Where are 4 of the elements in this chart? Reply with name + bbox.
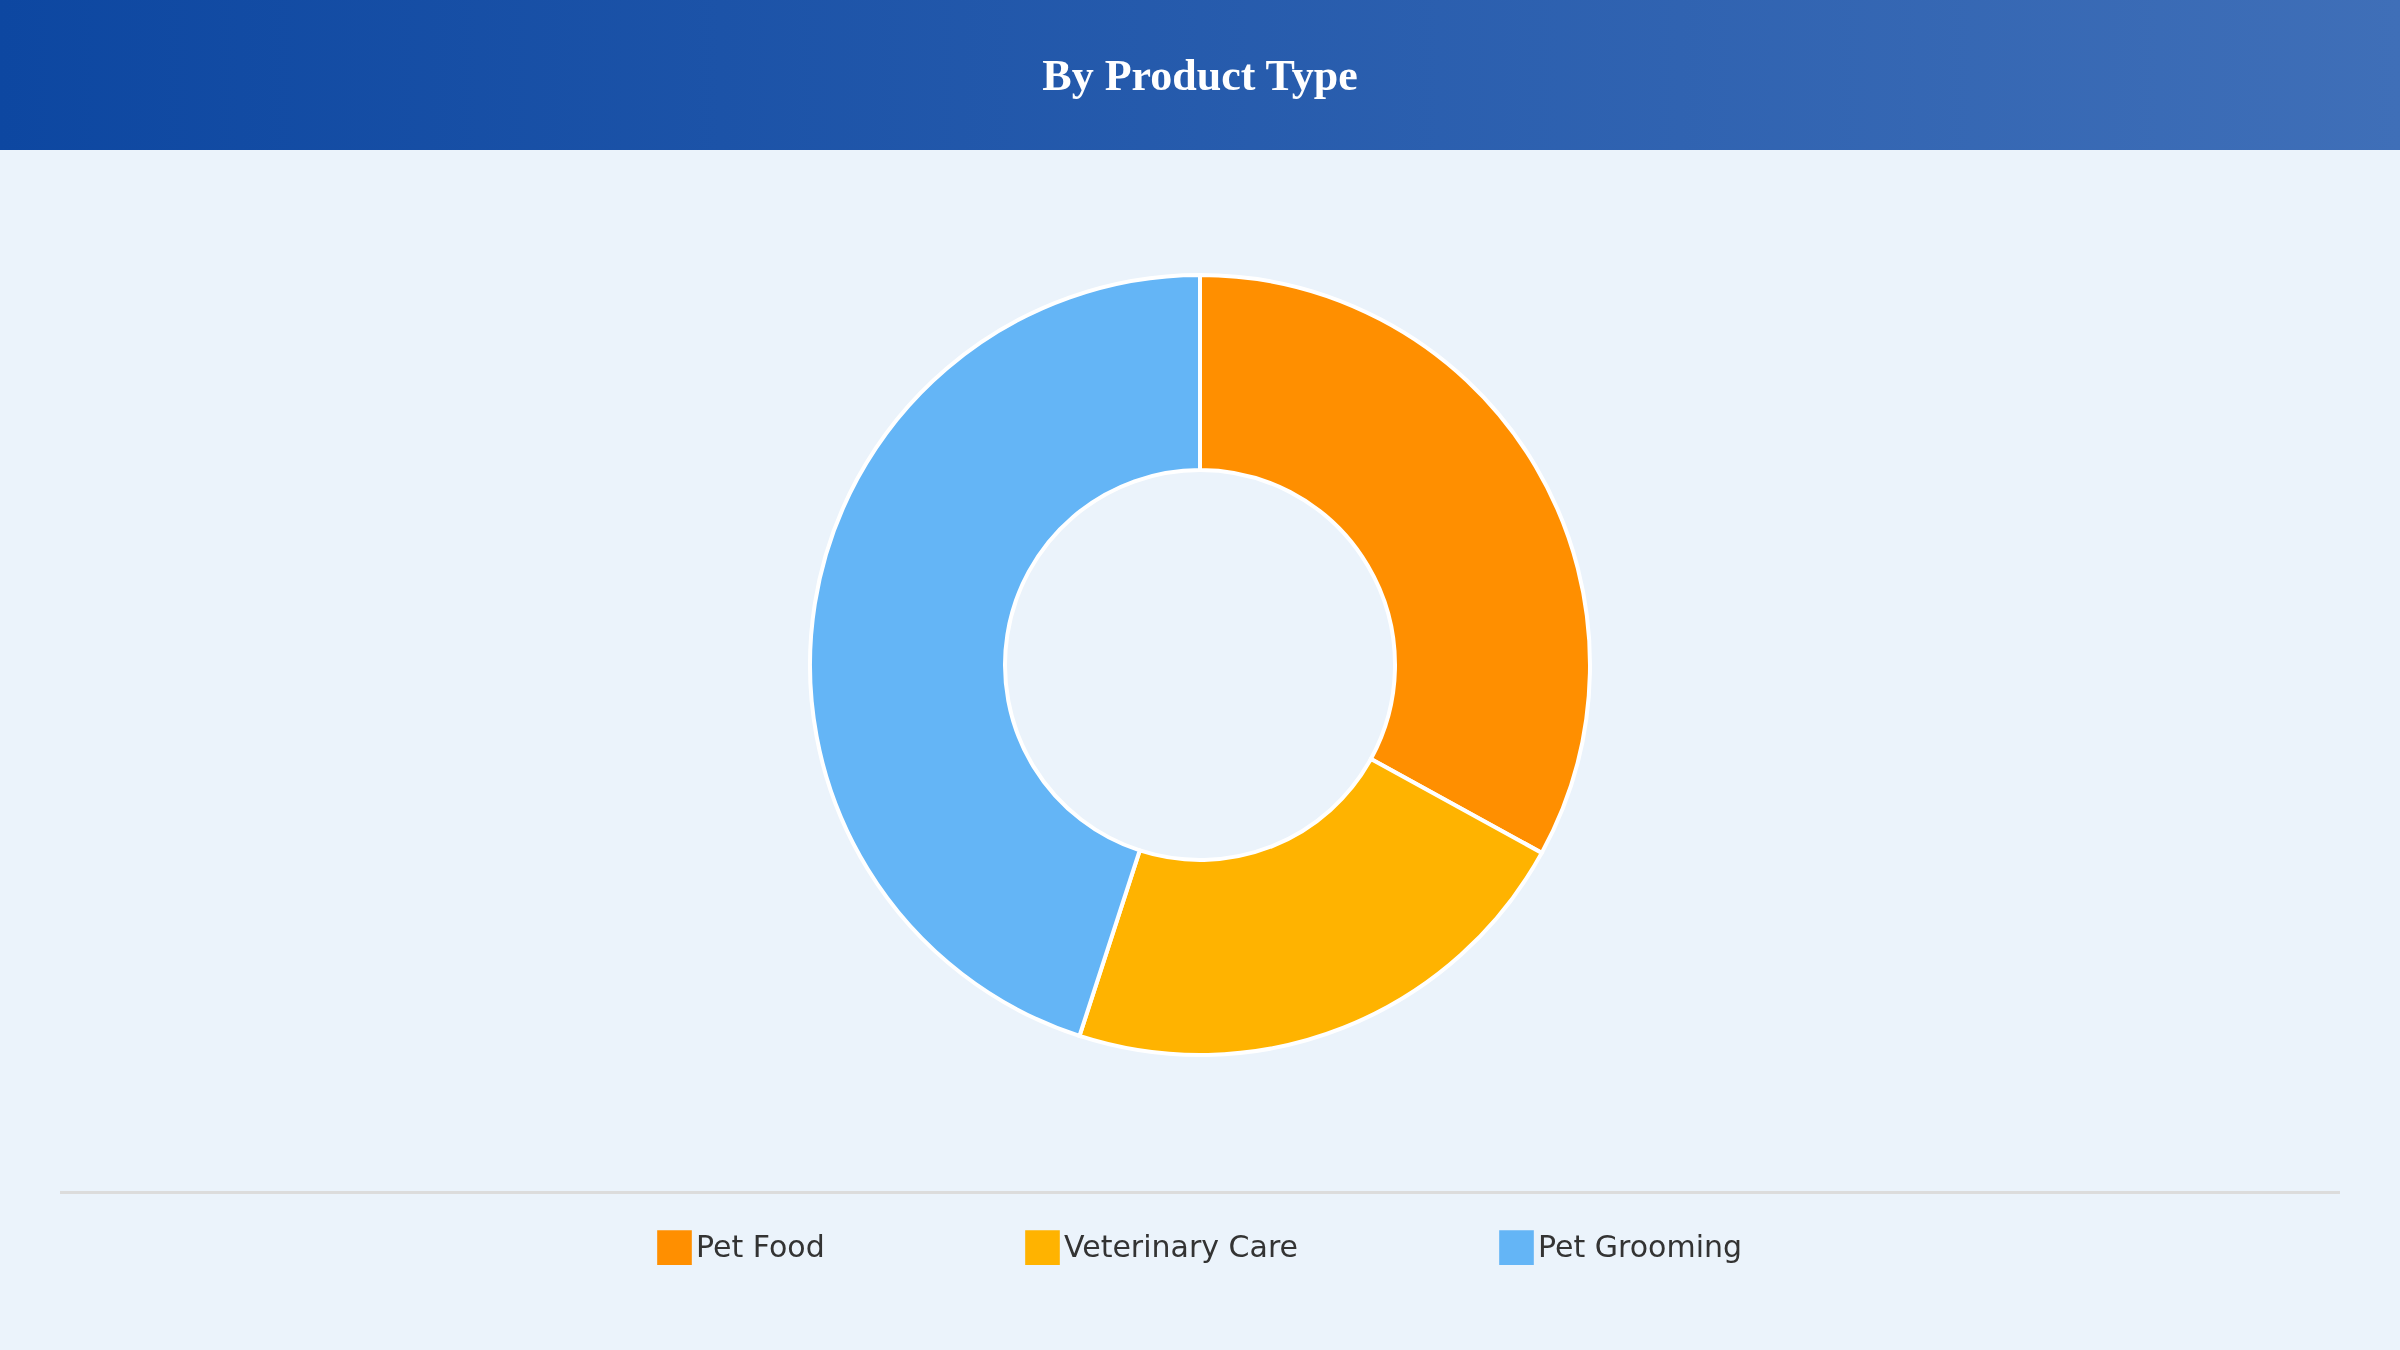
legend-label: Veterinary Care bbox=[1064, 1228, 1299, 1264]
legend-label: Pet Food bbox=[696, 1228, 825, 1264]
chart-title: By Product Type bbox=[1042, 49, 1358, 101]
legend-label: Pet Grooming bbox=[1538, 1228, 1743, 1264]
